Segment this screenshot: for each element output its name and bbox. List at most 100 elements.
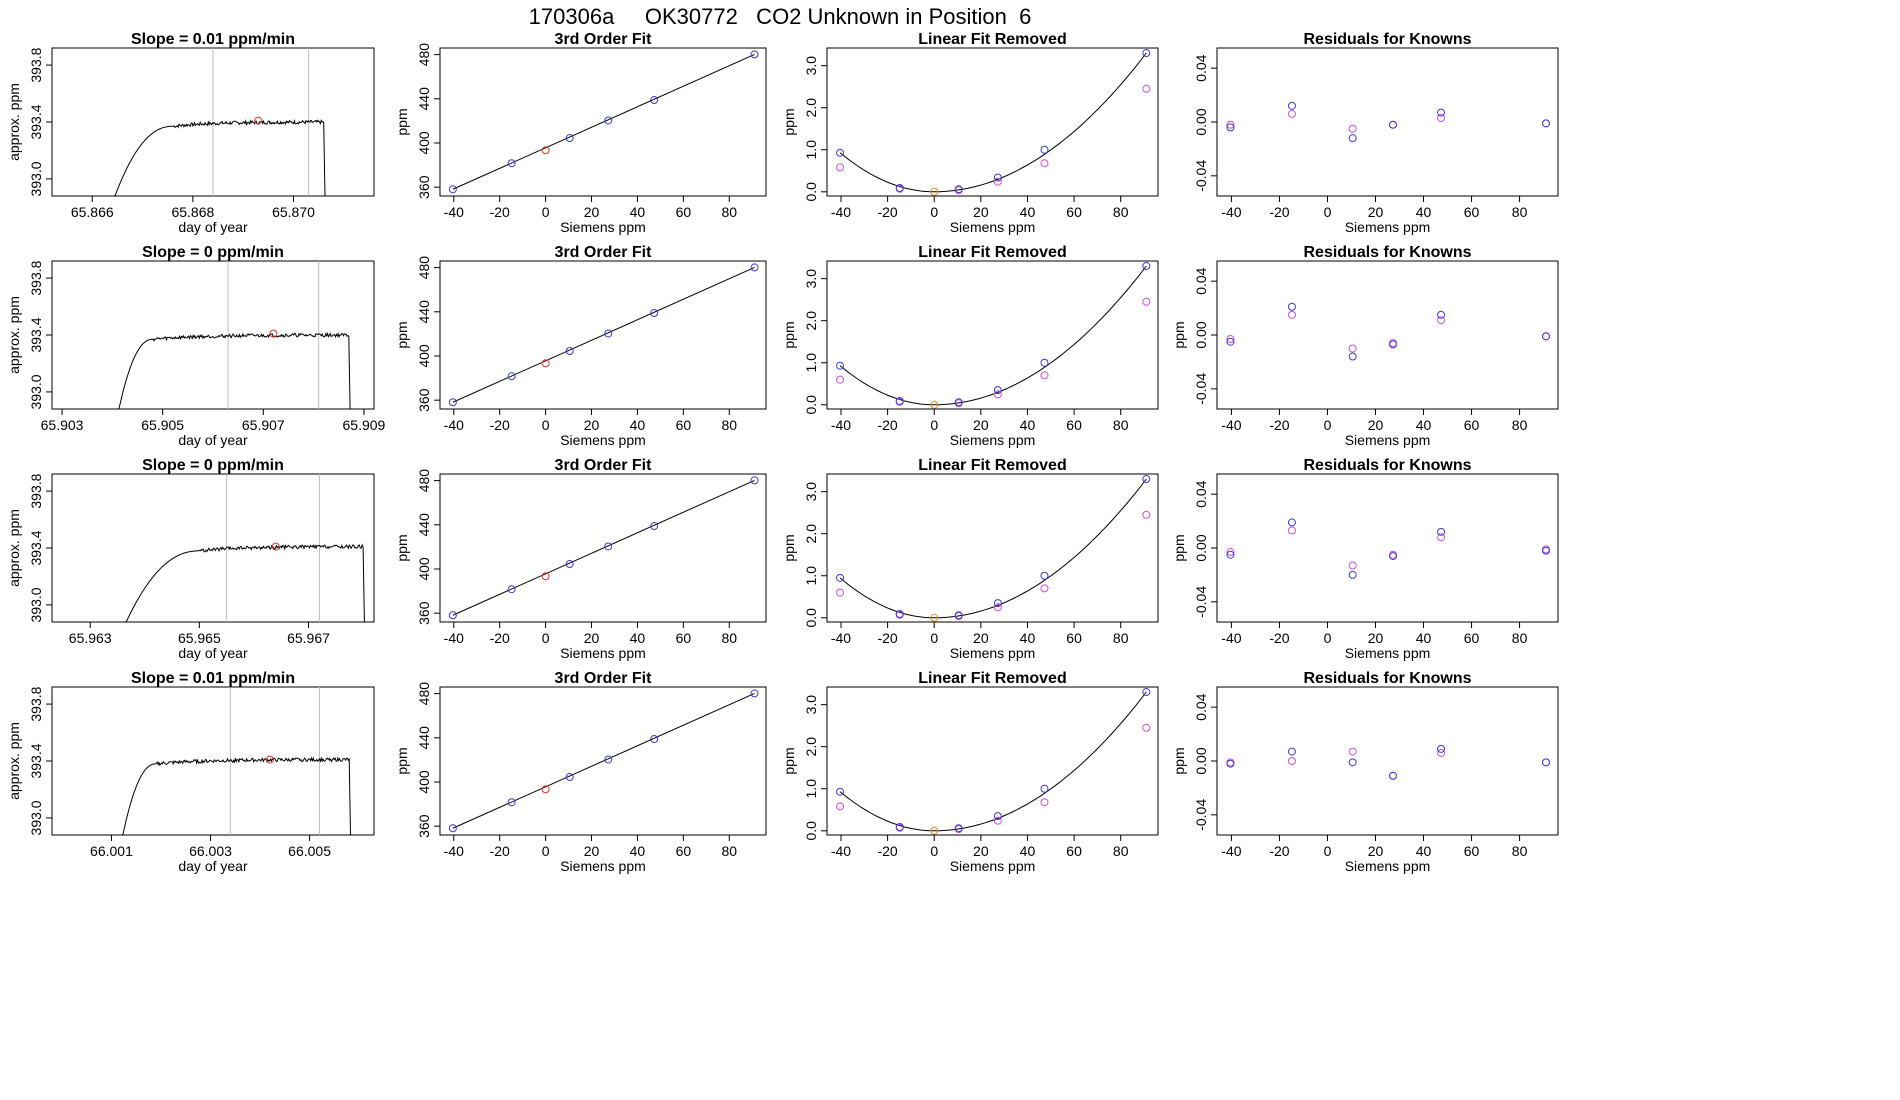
x-axis-label: Siemens ppm xyxy=(950,645,1036,661)
panel-title: Linear Fit Removed xyxy=(918,244,1066,261)
x-tick-label: 40 xyxy=(630,417,646,433)
panel-title: Slope = 0 ppm/min xyxy=(142,457,284,474)
y-tick-label: 393.8 xyxy=(28,473,44,508)
x-tick-label: -40 xyxy=(831,204,851,220)
x-tick-label: -40 xyxy=(444,204,464,220)
y-axis-label: ppm xyxy=(394,321,410,348)
alt-residual-point xyxy=(1437,113,1446,122)
panel-linfit-4: Linear Fit Removed -40 -20 0 20 40 60 80 0.0 1.0 2… xyxy=(781,670,1159,874)
known-point xyxy=(650,309,659,318)
alt-point xyxy=(993,177,1002,186)
y-tick-label: 480 xyxy=(416,682,432,706)
x-tick-label: 0 xyxy=(542,843,550,859)
fit-line xyxy=(452,692,755,829)
panel-fit-3: 3rd Order Fit -40 -20 0 20 40 60 80 360 400 440 480… xyxy=(394,457,767,661)
known-point xyxy=(750,689,759,698)
alt-point xyxy=(1040,371,1049,380)
known-point xyxy=(650,522,659,531)
plot-frame xyxy=(1216,47,1559,197)
y-tick-label: 0.04 xyxy=(1193,693,1209,720)
panel-title: Linear Fit Removed xyxy=(918,457,1066,474)
y-tick-label: 360 xyxy=(416,601,432,625)
y-tick-label: 2.0 xyxy=(803,524,819,544)
y-tick-label: -0.04 xyxy=(1193,373,1209,405)
x-tick-label: 60 xyxy=(1066,843,1082,859)
y-tick-label: 0.04 xyxy=(1193,480,1209,507)
trace-line xyxy=(117,331,351,410)
known-point xyxy=(836,361,845,370)
x-tick-label: 40 xyxy=(1020,630,1036,646)
x-tick-label: 0 xyxy=(1324,204,1332,220)
unknown-point xyxy=(930,826,939,835)
x-tick-label: -20 xyxy=(1269,630,1289,646)
known-point xyxy=(954,611,963,620)
panel-title: Residuals for Knowns xyxy=(1303,670,1471,687)
alt-point xyxy=(993,390,1002,399)
panel-title: Residuals for Knowns xyxy=(1303,457,1471,474)
x-tick-label: -40 xyxy=(831,843,851,859)
alt-residual-point xyxy=(1348,124,1357,133)
panel-title: 3rd Order Fit xyxy=(555,31,653,48)
x-tick-label: -20 xyxy=(1269,417,1289,433)
trace-line xyxy=(122,543,365,623)
panel-title: Linear Fit Removed xyxy=(918,31,1066,48)
plot-frame xyxy=(439,260,767,410)
panel-trace-1: Slope = 0.01 ppm/min 65.866 65.868 65.870 39… xyxy=(6,31,375,235)
x-tick-label: 20 xyxy=(973,417,989,433)
y-tick-label: 393.0 xyxy=(28,587,44,622)
x-tick-label: 20 xyxy=(1368,843,1384,859)
x-axis-label: Siemens ppm xyxy=(950,432,1036,448)
known-point xyxy=(993,173,1002,182)
known-point xyxy=(507,159,516,168)
residual-point xyxy=(1541,758,1550,767)
y-tick-label: 393.8 xyxy=(28,686,44,721)
x-tick-label: 40 xyxy=(1416,630,1432,646)
known-point xyxy=(507,798,516,807)
x-tick-label: 20 xyxy=(1368,417,1384,433)
residual-point xyxy=(1226,550,1235,559)
panel-fit-1: 3rd Order Fit -40 -20 0 20 40 60 80 360 400 440 480… xyxy=(394,31,767,235)
panel-trace-3: Slope = 0 ppm/min 65.963 65.965 65.967 393.0… xyxy=(6,457,375,661)
known-point xyxy=(604,755,613,764)
panel-trace-2: Slope = 0 ppm/min 65.903 65.905 65.907 65.90… xyxy=(6,244,386,448)
alt-residual-point xyxy=(1287,757,1296,765)
known-point xyxy=(954,398,963,407)
alt-residual-point xyxy=(1287,526,1296,535)
residual-point xyxy=(1348,134,1357,143)
panel-linfit-1: Linear Fit Removed -40 -20 0 20 40 60 80 0.0 1.0 2… xyxy=(781,31,1159,235)
residual-point xyxy=(1437,527,1446,536)
x-tick-label: 60 xyxy=(676,417,692,433)
y-tick-label: 400 xyxy=(416,557,432,581)
y-axis-label: ppm xyxy=(1171,747,1187,774)
residual-point xyxy=(1437,310,1446,319)
y-tick-label: 480 xyxy=(416,43,432,67)
x-tick-label: 60 xyxy=(1464,630,1480,646)
x-tick-label: -20 xyxy=(490,843,510,859)
y-tick-label: 1.0 xyxy=(803,566,819,586)
x-axis-label: Siemens ppm xyxy=(560,432,646,448)
y-axis-label: ppm xyxy=(781,747,797,774)
x-axis-label: Siemens ppm xyxy=(1345,432,1431,448)
y-tick-label: 393.4 xyxy=(28,743,44,778)
y-tick-label: 1.0 xyxy=(803,353,819,373)
fit-line xyxy=(452,266,755,403)
known-point xyxy=(836,148,845,157)
fit-line xyxy=(452,479,755,616)
known-point xyxy=(895,397,904,406)
y-tick-label: 393.4 xyxy=(28,317,44,352)
x-tick-label: 65.965 xyxy=(178,630,221,646)
x-tick-label: 65.905 xyxy=(141,417,184,433)
known-point xyxy=(750,50,759,59)
known-point xyxy=(507,585,516,594)
x-tick-label: -20 xyxy=(877,630,897,646)
y-tick-label: 393.0 xyxy=(28,800,44,835)
x-tick-label: 60 xyxy=(1464,843,1480,859)
x-tick-label: 0 xyxy=(930,417,938,433)
y-tick-label: -0.04 xyxy=(1193,799,1209,831)
y-axis-label: approx. ppm xyxy=(6,296,22,374)
known-point xyxy=(448,185,457,194)
plot-frame xyxy=(439,47,767,197)
x-tick-label: 80 xyxy=(1512,630,1528,646)
known-point xyxy=(507,372,516,381)
fit-curve xyxy=(839,478,1147,619)
